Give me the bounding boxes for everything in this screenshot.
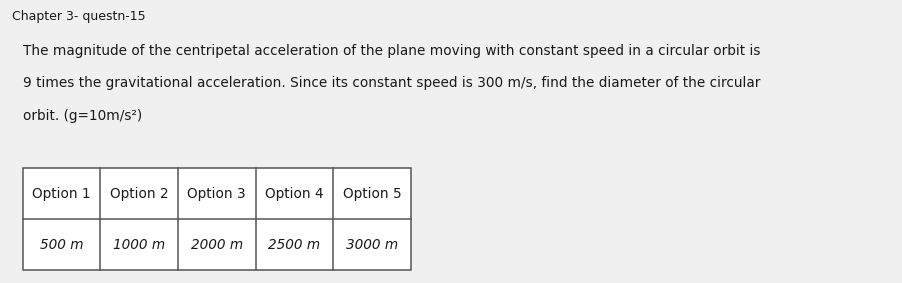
Text: 500 m: 500 m [40,238,83,252]
Text: Option 2: Option 2 [110,187,168,201]
Text: Option 3: Option 3 [188,187,245,201]
Text: 9 times the gravitational acceleration. Since its constant speed is 300 m/s, fin: 9 times the gravitational acceleration. … [23,76,759,90]
Text: 3000 m: 3000 m [345,238,398,252]
Text: Option 4: Option 4 [265,187,323,201]
Text: 2500 m: 2500 m [268,238,320,252]
Text: Option 1: Option 1 [32,187,90,201]
Text: 2000 m: 2000 m [190,238,243,252]
Text: 1000 m: 1000 m [113,238,165,252]
Text: Option 5: Option 5 [342,187,401,201]
Text: Chapter 3- questn-15: Chapter 3- questn-15 [12,10,145,23]
Text: orbit. (g=10m/s²): orbit. (g=10m/s²) [23,109,142,123]
Text: The magnitude of the centripetal acceleration of the plane moving with constant : The magnitude of the centripetal acceler… [23,44,759,58]
